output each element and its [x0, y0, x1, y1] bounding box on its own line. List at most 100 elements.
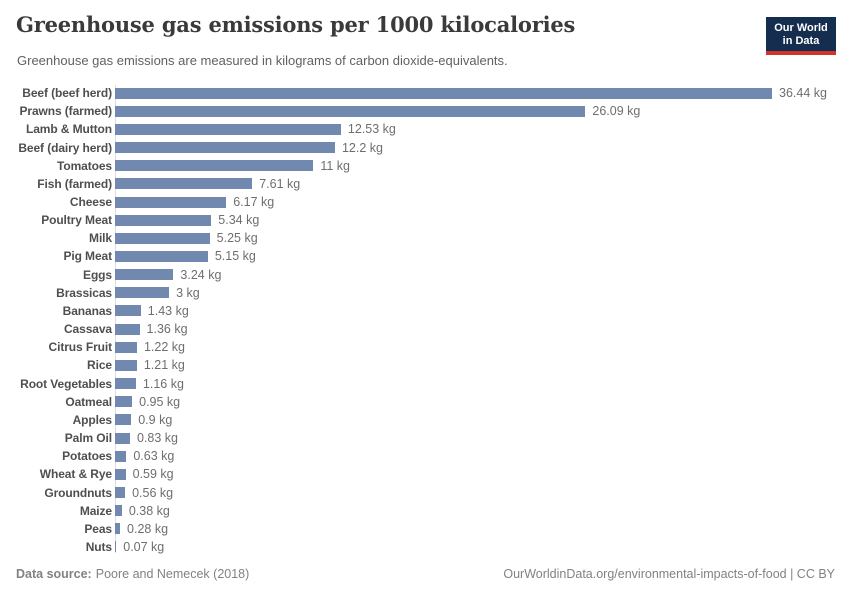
- bar-row: Oatmeal 0.95 kg: [0, 393, 850, 411]
- y-axis-line: [115, 85, 116, 553]
- value-label: 0.28 kg: [127, 521, 169, 536]
- bar[interactable]: [115, 287, 170, 299]
- value-label: 0.59 kg: [132, 467, 174, 482]
- owid-logo[interactable]: Our World in Data: [766, 17, 836, 55]
- category-label: Bananas: [62, 303, 112, 318]
- value-label: 12.53 kg: [347, 122, 396, 137]
- bar[interactable]: [115, 269, 174, 281]
- value-label: 0.07 kg: [123, 539, 165, 554]
- value-label: 1.16 kg: [142, 376, 184, 391]
- value-label: 1.21 kg: [143, 358, 185, 373]
- category-label: Palm Oil: [64, 431, 112, 446]
- bar-row: Rice 1.21 kg: [0, 356, 850, 374]
- bar-row: Prawns (farmed) 26.09 kg: [0, 102, 850, 120]
- bar-track: 7.61 kg: [115, 176, 850, 191]
- bar[interactable]: [115, 541, 117, 553]
- value-label: 5.15 kg: [214, 249, 256, 264]
- category-label: Beef (dairy herd): [18, 140, 112, 155]
- value-label: 0.38 kg: [128, 503, 170, 518]
- bar[interactable]: [115, 123, 341, 135]
- bar[interactable]: [115, 396, 133, 408]
- bar-track: 26.09 kg: [115, 104, 850, 118]
- bar-track: 0.63 kg: [115, 449, 850, 463]
- data-source-value: Poore and Nemecek (2018): [95, 567, 250, 581]
- value-label: 0.9 kg: [138, 412, 173, 427]
- bar-row: Palm Oil 0.83 kg: [0, 429, 850, 447]
- bar[interactable]: [115, 468, 126, 480]
- bar-track: 5.34 kg: [115, 213, 850, 227]
- bar-row: Maize 0.38 kg: [0, 502, 850, 520]
- bar[interactable]: [115, 341, 137, 353]
- page-title: Greenhouse gas emissions per 1000 kiloca…: [16, 12, 576, 37]
- bar[interactable]: [115, 232, 210, 244]
- bar-row: Nuts 0.07 kg: [0, 538, 850, 556]
- bar[interactable]: [115, 105, 586, 117]
- bar-track: 0.59 kg: [115, 467, 850, 482]
- bar-track: 5.15 kg: [115, 249, 850, 264]
- bar[interactable]: [115, 250, 208, 262]
- bar-track: 1.22 kg: [115, 340, 850, 355]
- bar[interactable]: [115, 450, 127, 462]
- bar-row: Beef (beef herd) 36.44 kg: [0, 84, 850, 102]
- value-label: 7.61 kg: [259, 176, 301, 191]
- bar-track: 0.28 kg: [115, 521, 850, 536]
- bar-row: Cheese 6.17 kg: [0, 193, 850, 211]
- category-label: Fish (farmed): [37, 176, 112, 191]
- bar-track: 1.36 kg: [115, 322, 850, 336]
- bar-track: 0.95 kg: [115, 395, 850, 409]
- bar-row: Cassava 1.36 kg: [0, 320, 850, 338]
- bar-track: 11 kg: [115, 158, 850, 173]
- category-label: Prawns (farmed): [19, 104, 112, 119]
- category-label: Peas: [84, 521, 112, 536]
- chart-subtitle: Greenhouse gas emissions are measured in…: [17, 53, 508, 68]
- category-label: Milk: [89, 231, 112, 246]
- bar[interactable]: [115, 178, 253, 190]
- category-label: Root Vegetables: [20, 376, 112, 391]
- category-label: Potatoes: [62, 449, 112, 464]
- bar-row: Root Vegetables 1.16 kg: [0, 375, 850, 393]
- category-label: Eggs: [83, 267, 112, 282]
- value-label: 0.56 kg: [132, 485, 174, 500]
- bar[interactable]: [115, 214, 212, 226]
- bar-row: Poultry Meat 5.34 kg: [0, 211, 850, 229]
- category-label: Cheese: [69, 195, 112, 210]
- category-label: Rice: [87, 358, 112, 373]
- bar-track: 0.83 kg: [115, 431, 850, 445]
- bar[interactable]: [115, 142, 335, 154]
- value-label: 3.24 kg: [180, 267, 222, 282]
- bar-track: 36.44 kg: [115, 86, 850, 100]
- bar-row: Pig Meat 5.15 kg: [0, 247, 850, 265]
- bar-track: 12.2 kg: [115, 140, 850, 155]
- owid-url-license-link[interactable]: OurWorldinData.org/environmental-impacts…: [503, 567, 835, 581]
- bar[interactable]: [115, 378, 136, 390]
- bar-track: 0.56 kg: [115, 485, 850, 500]
- bar[interactable]: [115, 323, 140, 335]
- category-label: Groundnuts: [44, 485, 112, 500]
- value-label: 1.22 kg: [143, 340, 185, 355]
- value-label: 1.43 kg: [147, 303, 189, 318]
- bar[interactable]: [115, 359, 137, 371]
- bar-track: 3.24 kg: [115, 267, 850, 282]
- bar[interactable]: [115, 505, 122, 517]
- bar-track: 3 kg: [115, 285, 850, 300]
- value-label: 12.2 kg: [341, 140, 383, 155]
- category-label: Oatmeal: [65, 394, 112, 409]
- bar-row: Citrus Fruit 1.22 kg: [0, 338, 850, 356]
- value-label: 11 kg: [320, 158, 350, 173]
- value-label: 5.25 kg: [216, 231, 258, 246]
- category-label: Brassicas: [56, 285, 112, 300]
- bar-row: Tomatoes 11 kg: [0, 157, 850, 175]
- bar-row: Bananas 1.43 kg: [0, 302, 850, 320]
- bar[interactable]: [115, 523, 121, 535]
- bar-row: Groundnuts 0.56 kg: [0, 483, 850, 501]
- bar[interactable]: [115, 196, 227, 208]
- bar[interactable]: [115, 487, 126, 499]
- bar[interactable]: [115, 305, 141, 317]
- bar[interactable]: [115, 432, 130, 444]
- bar[interactable]: [115, 87, 772, 99]
- bar[interactable]: [115, 160, 314, 172]
- category-label: Lamb & Mutton: [25, 122, 112, 137]
- bar[interactable]: [115, 414, 132, 426]
- value-label: 3 kg: [176, 285, 200, 300]
